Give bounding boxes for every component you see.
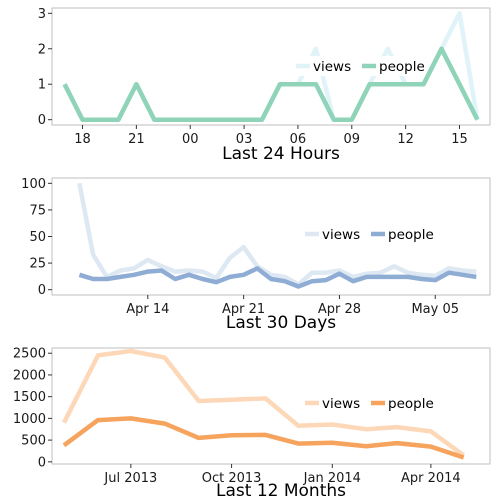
x-axis-label: Last 30 Days — [226, 313, 336, 333]
x-tick-label: Apr 2014 — [401, 471, 461, 486]
series-line-people — [62, 416, 465, 460]
y-tick-label: 0 — [38, 283, 46, 298]
legend-label-people: people — [379, 59, 425, 75]
y-tick-label: 2 — [38, 42, 46, 57]
x-tick-label: 00 — [182, 132, 199, 147]
x-axis-label: Last 24 Hours — [222, 144, 340, 164]
chart-panel-2: 0 25 50 75 100 Apr 14 Apr 21 Apr 28 May 05 Last 3… — [21, 177, 491, 333]
y-tick-label: 500 — [21, 434, 46, 449]
x-axis-label: Last 12 Months — [216, 481, 346, 501]
x-tick-label: Jul 2013 — [103, 471, 157, 486]
x-tick-label: Oct 2013 — [202, 471, 262, 486]
x-tick-label: 15 — [451, 132, 468, 147]
legend-box — [305, 393, 431, 413]
x-tick-label: 03 — [236, 132, 253, 147]
y-tick-label: 50 — [29, 230, 46, 245]
series-line-views — [77, 182, 477, 287]
y-tick-label: 25 — [29, 257, 46, 272]
legend-label-people: people — [388, 396, 434, 412]
y-tick-label: 2000 — [13, 368, 46, 383]
series-line-people — [78, 266, 477, 289]
x-tick-label: 09 — [344, 132, 361, 147]
y-tick-label: 0 — [38, 455, 46, 470]
x-tick-label: May 05 — [411, 302, 459, 317]
y-tick-label: 100 — [21, 177, 46, 192]
x-tick-label: 06 — [290, 132, 307, 147]
series-line-views — [61, 348, 466, 458]
x-tick-label: Apr 21 — [222, 302, 265, 317]
y-tick-label: 1500 — [13, 390, 46, 405]
y-tick-label: 75 — [29, 203, 46, 218]
y-tick-label: 0 — [38, 113, 46, 128]
chart-panel-3: 0 500 1000 1500 2000 2500 Jul 2013 Oct 2013 Jan … — [13, 347, 491, 501]
x-tick-label: Apr 28 — [318, 302, 361, 317]
x-tick-label: Jan 2014 — [303, 471, 361, 486]
x-tick-label: 21 — [128, 132, 145, 147]
legend-box — [305, 224, 431, 244]
y-tick-label: 2500 — [13, 347, 46, 362]
y-tick-label: 1 — [38, 78, 46, 93]
legend-label-views: views — [322, 396, 360, 412]
x-tick-label: 12 — [397, 132, 414, 147]
legend-label-views: views — [322, 227, 360, 243]
legend-label-views: views — [313, 59, 351, 75]
legend-label-people: people — [388, 227, 434, 243]
y-tick-label: 1000 — [13, 412, 46, 427]
legend-box — [296, 56, 422, 76]
y-tick-label: 3 — [38, 7, 46, 22]
x-tick-label: 18 — [74, 132, 91, 147]
series-line-people — [62, 46, 480, 122]
x-tick-label: Apr 14 — [126, 302, 169, 317]
